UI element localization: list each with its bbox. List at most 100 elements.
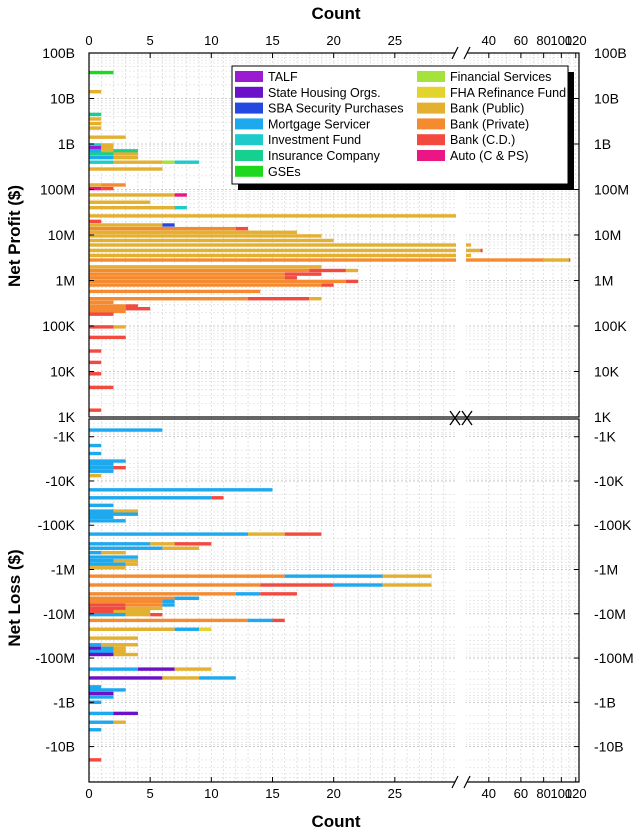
loss-bar-segment (89, 627, 175, 631)
loss-bar-segment (113, 711, 138, 716)
profit-bar-segment (89, 253, 456, 258)
loss-bar-segment (125, 612, 151, 617)
x-tick-label-top: 5 (147, 33, 154, 48)
legend-box (231, 65, 569, 185)
loss-tick-label-right: -1B (594, 694, 616, 710)
loss-bar-segment (174, 542, 212, 546)
loss-tick-label-left: -10K (45, 473, 75, 489)
profit-bar-segment (89, 226, 236, 231)
loss-bar-segment (89, 596, 175, 600)
loss-bar-segment (89, 728, 102, 732)
loss-bar-segment (125, 562, 138, 566)
loss-bar-segment (89, 512, 138, 516)
loss-bar-segment (113, 609, 151, 614)
legend-label: Insurance Company (268, 149, 381, 163)
loss-tick-label-left: -1M (51, 562, 75, 578)
x-tick-label-bottom: 120 (565, 786, 587, 801)
legend-label: TALF (268, 70, 298, 84)
loss-tick-label-left: -100K (38, 517, 76, 533)
loss-bar-segment (235, 592, 261, 596)
profit-bar-segment (89, 238, 334, 243)
loss-bar-segment (125, 603, 163, 607)
loss-bar-segment (89, 636, 138, 640)
loss-bar-segment (89, 469, 114, 473)
loss-bar-segment (174, 596, 200, 600)
loss-bar-segment (150, 542, 175, 546)
loss-bar-segment (89, 711, 114, 716)
break-marker (451, 775, 459, 789)
loss-bar-segment (89, 550, 102, 555)
profit-tick-label-right: 1M (594, 273, 613, 289)
profit-bar-segment (113, 152, 138, 156)
profit-bar-segment (174, 160, 200, 164)
x-tick-label-top: 0 (85, 33, 92, 48)
loss-bar-segment (89, 700, 102, 705)
loss-tick-label-left: -1B (53, 694, 75, 710)
x-tick-label-bottom: 60 (514, 786, 528, 801)
profit-bar-segment (89, 283, 322, 287)
loss-bar-segment (113, 465, 126, 470)
profit-tick-label-left: 1B (58, 136, 75, 152)
loss-bar-segment (89, 546, 163, 550)
profit-bar-segment (89, 312, 114, 316)
x-tick-label-top: 60 (514, 33, 528, 48)
profit-bar-segment (235, 226, 249, 231)
loss-bar-segment (174, 627, 200, 631)
profit-bar-segment (345, 268, 359, 273)
x-tick-label-bottom: 20 (326, 786, 340, 801)
profit-bar-segment (89, 265, 322, 269)
profit-bar-segment (89, 309, 126, 314)
loss-bar-segment (89, 646, 102, 651)
profit-bar-segment (284, 272, 322, 276)
loss-bar-segment (113, 649, 126, 654)
profit-tick-label-right: 1B (594, 136, 611, 152)
profit-bar-segment (89, 300, 114, 305)
loss-bar-segment (113, 509, 138, 513)
loss-bar-segment (89, 758, 102, 762)
loss-bar-segment (248, 532, 285, 536)
profit-bar-segment (89, 155, 114, 160)
legend-label: Auto (C & PS) (450, 149, 529, 163)
profit-bar-segment (89, 70, 114, 75)
profit-bar-segment (89, 214, 456, 218)
legend-swatch (417, 102, 445, 114)
x-tick-label-top: 20 (326, 33, 340, 48)
legend-swatch (417, 86, 445, 98)
profit-bar-segment (248, 297, 310, 301)
loss-bar-segment (260, 583, 334, 587)
profit-bar-segment (89, 143, 102, 147)
loss-bar-segment (89, 509, 114, 513)
loss-tick-label-left: -10B (45, 739, 75, 755)
legend-label: Bank (C.D.) (450, 133, 515, 147)
profit-tick-label-left: 100K (42, 318, 75, 334)
profit-bar-segment (89, 279, 346, 284)
profit-tick-label-left: 100M (40, 182, 75, 198)
loss-bar-segment (125, 606, 163, 611)
tick-labels: 0055101015152020252540406060808010010012… (35, 33, 633, 801)
break-marker (451, 46, 459, 60)
profit-tick-label-left: 10B (50, 91, 75, 107)
profit-bar-segment (345, 279, 359, 284)
loss-bar-segment (174, 667, 212, 671)
loss-bar-segment (101, 643, 138, 647)
loss-bar-segment (89, 676, 163, 680)
legend-swatch (235, 165, 263, 177)
profit-bar-segment (113, 160, 163, 164)
profit-bar-segment (89, 230, 297, 234)
profit-bar-segment (89, 160, 114, 164)
profit-bar-segment (543, 258, 569, 262)
x-tick-label-top: 15 (265, 33, 279, 48)
profit-bar-segment (456, 248, 481, 253)
legend-label: Bank (Public) (450, 102, 524, 116)
loss-bar-segment (89, 606, 126, 611)
loss-tick-label-right: -100M (594, 650, 634, 666)
loss-bar-segment (89, 720, 114, 724)
x-tick-label-top: 40 (482, 33, 496, 48)
profit-bar-segment (89, 121, 102, 126)
profit-bar-segment (89, 408, 102, 412)
loss-bar-segment (89, 643, 102, 647)
loss-bar-segment (89, 574, 285, 578)
profit-bar-segment (309, 297, 322, 301)
x-tick-label-top: 80 (536, 33, 550, 48)
break-marker (449, 410, 461, 426)
